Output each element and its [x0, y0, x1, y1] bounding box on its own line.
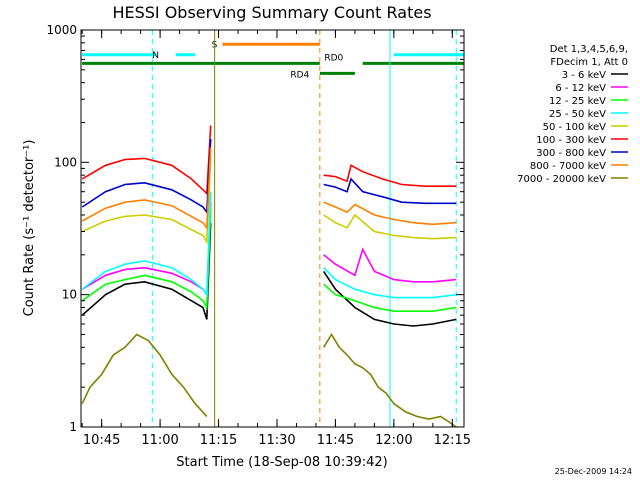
- y-tick-label-0: 1: [69, 420, 77, 434]
- legend-entry-label-0: 3 - 6 keV: [562, 70, 606, 81]
- x-tick-label-1: 11:00: [141, 433, 178, 448]
- legend-entry-label-5: 100 - 300 keV: [536, 135, 606, 146]
- legend-entry-label-8: 7000 - 20000 keV: [517, 174, 606, 185]
- series-line-0-1: [323, 270, 457, 327]
- legend-entry-label-7: 800 - 7000 keV: [530, 161, 606, 172]
- state-bar-label-rd4: RD4: [290, 70, 309, 80]
- state-bar-label-n: N: [152, 51, 159, 61]
- chart-title: HESSI Observing Summary Count Rates: [112, 3, 431, 22]
- series-line-3-0: [81, 191, 212, 298]
- legend-entry-label-2: 12 - 25 keV: [549, 96, 606, 107]
- state-bar-label-rd0: RD0: [324, 53, 343, 63]
- y-axis-label: Count Rate (s⁻¹ detector⁻¹): [22, 140, 37, 317]
- legend-entry-label-3: 25 - 50 keV: [549, 109, 606, 120]
- legend: Det 1,3,4,5,6,9, FDecim 1, Att 0 3 - 6 keV…: [517, 44, 628, 185]
- series-line-5-0: [81, 125, 212, 196]
- legend-header-1: FDecim 1, Att 0: [550, 57, 628, 68]
- x-axis-label: Start Time (18-Sep-08 10:39:42): [176, 455, 387, 470]
- series-line-6-0: [81, 138, 212, 215]
- series-line-1-1: [323, 247, 457, 283]
- x-tick-label-3: 11:30: [258, 433, 295, 448]
- series-line-3-1: [323, 267, 457, 299]
- vertical-markers: [151, 30, 457, 427]
- legend-header-0: Det 1,3,4,5,6,9,: [550, 44, 628, 55]
- series-line-4-0: [81, 156, 212, 245]
- series-line-8-1: [323, 332, 457, 428]
- x-axis: 10:45 11:00 11:15 11:30 11:45 12:00 12:15: [81, 30, 471, 448]
- series-line-5-1: [323, 164, 457, 187]
- series-line-2-1: [323, 283, 457, 313]
- series-lines: [81, 125, 457, 428]
- x-tick-label-2: 11:15: [200, 433, 237, 448]
- series-line-7-0: [81, 147, 212, 231]
- footer-date: 25-Dec-2009 14:24: [555, 467, 632, 476]
- series-line-7-1: [323, 201, 457, 226]
- series-line-4-1: [323, 213, 457, 240]
- x-tick-label-4: 11:45: [317, 433, 354, 448]
- legend-entry-label-1: 6 - 12 keV: [555, 83, 606, 94]
- x-tick-label-5: 12:00: [375, 433, 412, 448]
- y-tick-label-1: 10: [62, 288, 77, 302]
- plot-frame: [80, 29, 465, 428]
- series-line-6-1: [323, 177, 457, 205]
- y-tick-label-3: 1000: [46, 23, 77, 37]
- y-axis: 1 10 100 1000: [46, 23, 464, 434]
- series-line-0-0: [81, 222, 212, 320]
- x-tick-label-6: 12:15: [434, 433, 471, 448]
- x-tick-label-0: 10:45: [83, 433, 120, 448]
- legend-entry-label-4: 50 - 100 keV: [543, 122, 607, 133]
- state-bars: NSRD0RD4: [82, 40, 464, 80]
- legend-entry-label-6: 300 - 800 keV: [536, 148, 606, 159]
- series-line-2-0: [81, 208, 212, 311]
- series-line-8-0: [81, 333, 208, 418]
- y-tick-label-2: 100: [54, 155, 77, 169]
